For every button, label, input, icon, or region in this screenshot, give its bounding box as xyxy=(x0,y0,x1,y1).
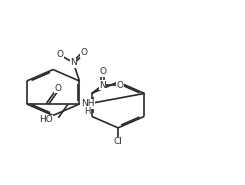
Text: O: O xyxy=(99,68,106,76)
Text: N: N xyxy=(99,81,106,90)
Text: O: O xyxy=(55,84,62,93)
Text: O: O xyxy=(116,81,123,90)
Text: HO: HO xyxy=(39,115,53,124)
Text: O: O xyxy=(56,51,63,59)
Text: O: O xyxy=(80,48,87,57)
Text: NH: NH xyxy=(81,99,94,108)
Text: N: N xyxy=(70,58,77,67)
Text: H: H xyxy=(85,107,91,116)
Text: Cl: Cl xyxy=(114,137,122,146)
